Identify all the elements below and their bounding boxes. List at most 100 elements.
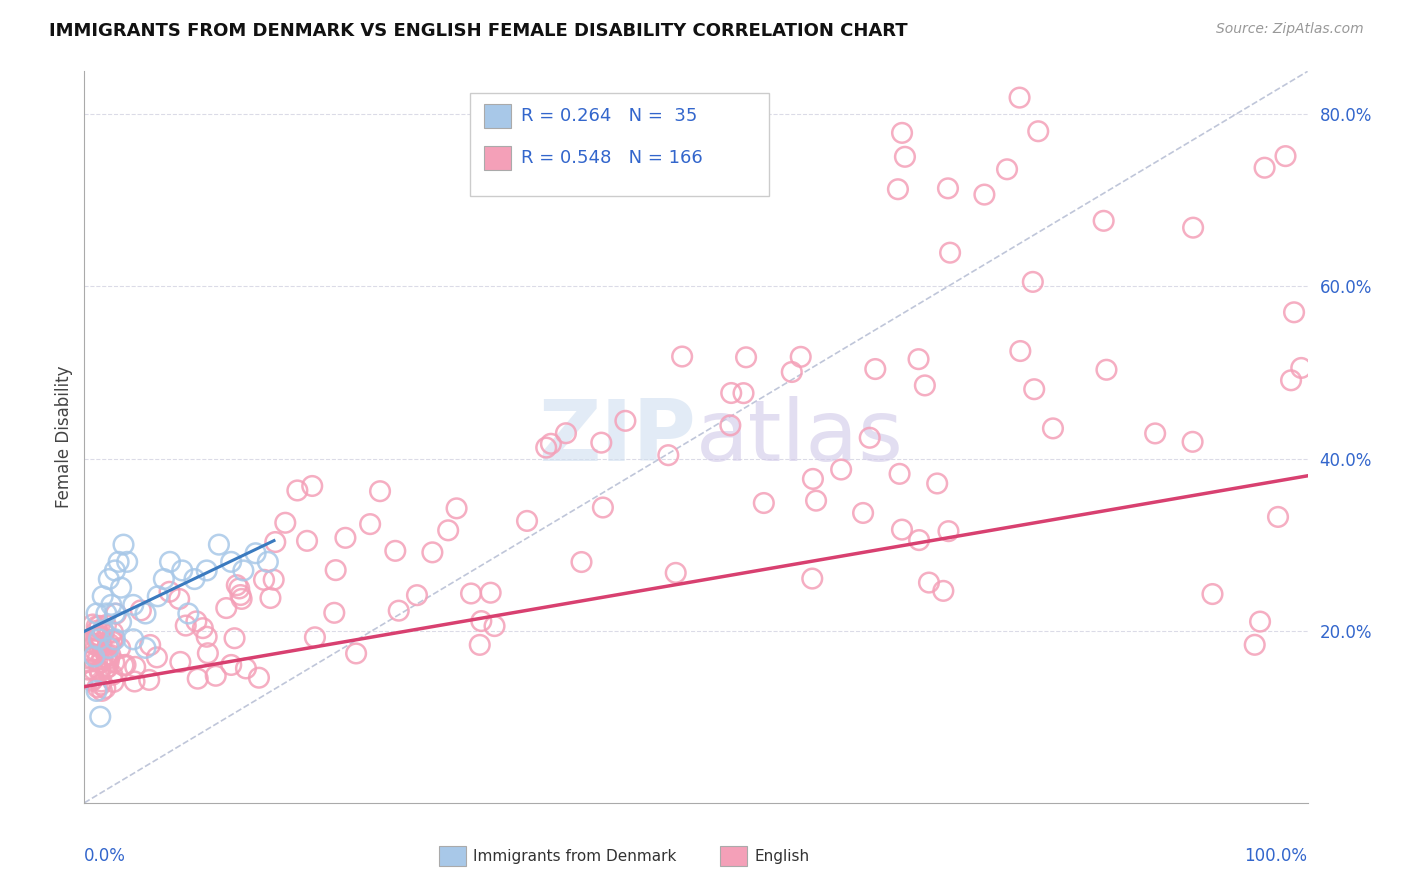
Bar (470, 94, 769, 195)
Y-axis label: Female Disability: Female Disability (55, 366, 73, 508)
Point (112, 538, 135, 552)
Point (219, 657, 242, 672)
Point (384, 544, 406, 558)
Point (94, 618, 117, 632)
Point (101, 634, 124, 648)
Point (104, 607, 127, 621)
Point (936, 181, 959, 195)
Point (285, 483, 308, 498)
Point (973, 187, 995, 202)
Point (86, 607, 108, 621)
Point (359, 517, 381, 532)
Point (671, 350, 693, 364)
Point (103, 656, 125, 670)
Point (84, 643, 107, 657)
Point (97, 640, 120, 655)
Point (167, 591, 190, 606)
Point (907, 352, 929, 367)
Point (100, 598, 122, 612)
Point (101, 667, 124, 681)
Text: English: English (755, 848, 810, 863)
Point (235, 661, 257, 675)
Point (325, 563, 347, 577)
Point (174, 618, 197, 632)
Point (245, 546, 267, 560)
Text: Immigrants from Denmark: Immigrants from Denmark (474, 848, 676, 863)
Point (77, 635, 100, 649)
Point (97, 655, 120, 669)
Point (90, 674, 112, 689)
Point (665, 566, 688, 580)
Point (1008, 90, 1031, 104)
Point (1144, 426, 1167, 441)
Point (94, 662, 117, 676)
Point (852, 506, 875, 520)
Point (938, 524, 960, 538)
Point (592, 500, 614, 515)
Point (97, 660, 120, 674)
Point (191, 621, 214, 635)
Point (614, 414, 637, 428)
Bar (484, 104, 512, 128)
Point (323, 606, 346, 620)
Point (224, 632, 246, 646)
Point (187, 672, 209, 686)
Point (197, 646, 219, 660)
Point (891, 126, 914, 140)
Point (83, 638, 105, 652)
Point (232, 564, 254, 578)
Point (86, 624, 108, 638)
Point (534, 441, 557, 455)
Point (1243, 638, 1265, 652)
Point (122, 598, 145, 612)
Point (91, 589, 114, 603)
Point (1289, 360, 1312, 375)
Point (1282, 305, 1305, 319)
Point (195, 630, 218, 644)
Point (114, 657, 136, 672)
Point (110, 581, 132, 595)
Point (89, 619, 111, 633)
Point (86, 680, 108, 694)
Point (1274, 149, 1296, 163)
Point (228, 582, 250, 596)
Point (484, 619, 506, 633)
Point (97, 639, 120, 653)
Point (1024, 382, 1046, 396)
Point (91, 683, 114, 698)
Point (859, 431, 882, 445)
Point (1092, 214, 1115, 228)
Point (89, 665, 111, 679)
Point (304, 630, 326, 644)
Point (460, 586, 482, 600)
Point (183, 572, 205, 586)
Point (406, 588, 429, 602)
Point (516, 514, 538, 528)
Point (388, 604, 411, 618)
Point (263, 573, 285, 587)
Point (89, 631, 111, 645)
Point (97, 652, 120, 666)
Text: R = 0.264   N =  35: R = 0.264 N = 35 (522, 107, 697, 126)
Point (344, 647, 367, 661)
Point (82, 663, 104, 677)
Point (446, 501, 468, 516)
Point (105, 607, 128, 621)
Point (830, 462, 852, 476)
Point (91, 623, 114, 637)
Point (115, 555, 138, 569)
Point (139, 638, 162, 652)
Point (914, 378, 936, 392)
Point (1253, 161, 1275, 175)
Point (1267, 510, 1289, 524)
Point (82, 673, 104, 687)
Point (368, 484, 391, 499)
Point (159, 584, 181, 599)
Point (1249, 615, 1271, 629)
Point (89, 710, 111, 724)
Point (177, 607, 200, 621)
Point (735, 351, 758, 365)
Point (89, 640, 111, 655)
Point (801, 472, 824, 486)
Point (865, 362, 887, 376)
